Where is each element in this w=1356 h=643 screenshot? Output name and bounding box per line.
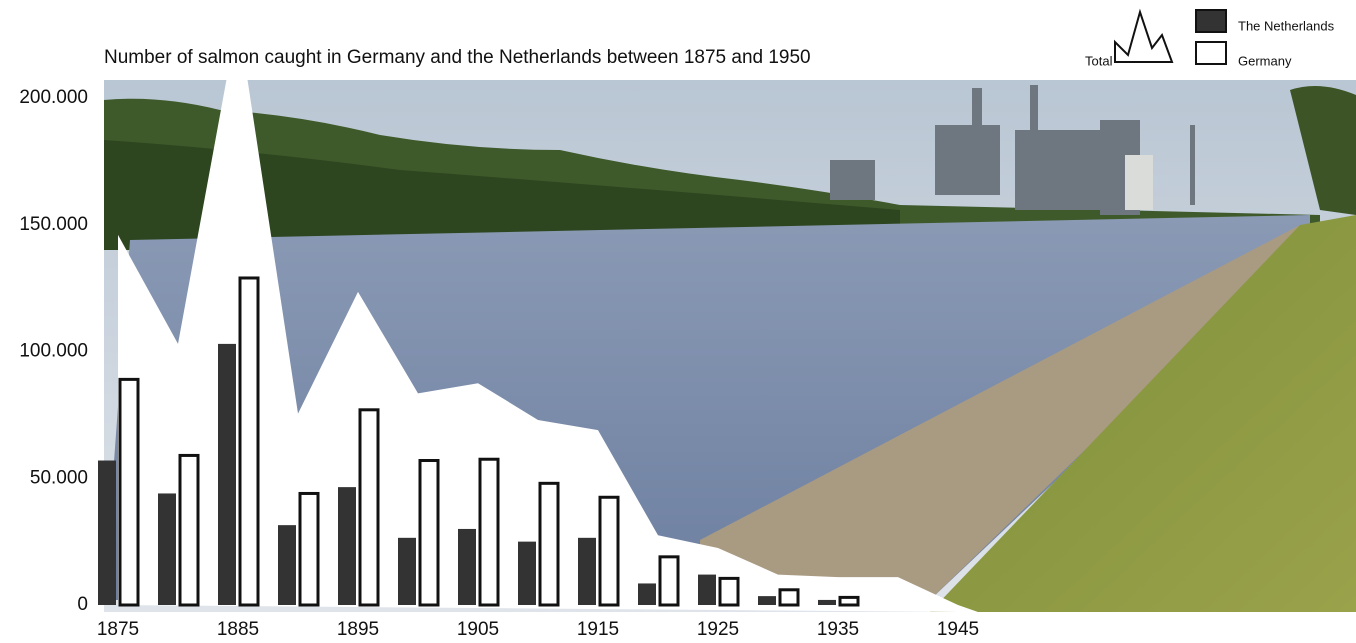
x-tick-label: 1895 bbox=[337, 619, 379, 640]
bar bbox=[780, 590, 798, 605]
y-tick-label: 200.000 bbox=[19, 87, 88, 108]
bar bbox=[458, 529, 476, 605]
legend-swatch bbox=[1196, 42, 1226, 64]
bar bbox=[480, 459, 498, 605]
y-tick-label: 0 bbox=[77, 594, 88, 615]
x-tick-label: 1925 bbox=[697, 619, 739, 640]
bar bbox=[338, 487, 356, 605]
bar bbox=[720, 578, 738, 605]
x-tick-label: 1905 bbox=[457, 619, 499, 640]
legend: Total The Netherlands Germany bbox=[1085, 10, 1335, 68]
bar bbox=[660, 557, 678, 605]
bar bbox=[300, 493, 318, 605]
bar bbox=[180, 455, 198, 605]
bar bbox=[240, 278, 258, 605]
bar bbox=[578, 538, 596, 605]
bar bbox=[360, 410, 378, 605]
legend-label: Total bbox=[1085, 53, 1113, 68]
bar bbox=[758, 596, 776, 605]
y-tick-label: 100.000 bbox=[19, 341, 88, 362]
bar bbox=[218, 344, 236, 605]
bar bbox=[818, 600, 836, 605]
legend-icon bbox=[1115, 12, 1172, 62]
bar bbox=[398, 538, 416, 605]
legend-label: The Netherlands bbox=[1238, 18, 1335, 33]
bar bbox=[420, 461, 438, 605]
chart: Number of salmon caught in Germany and t… bbox=[0, 0, 1356, 643]
bar bbox=[98, 461, 116, 605]
x-tick-label: 1915 bbox=[577, 619, 619, 640]
y-tick-label: 50.000 bbox=[30, 467, 88, 488]
bar bbox=[698, 575, 716, 605]
x-tick-label: 1945 bbox=[937, 619, 979, 640]
bar bbox=[600, 497, 618, 605]
bar bbox=[840, 597, 858, 605]
bar bbox=[278, 525, 296, 605]
x-tick-label: 1875 bbox=[97, 619, 139, 640]
y-tick-label: 150.000 bbox=[19, 214, 88, 235]
x-tick-label: 1935 bbox=[817, 619, 859, 640]
bar bbox=[518, 542, 536, 605]
x-tick-label: 1885 bbox=[217, 619, 259, 640]
bar bbox=[540, 483, 558, 605]
legend-label: Germany bbox=[1238, 53, 1292, 68]
legend-swatch bbox=[1196, 10, 1226, 32]
bar bbox=[158, 493, 176, 605]
bar bbox=[638, 583, 656, 605]
chart-title: Number of salmon caught in Germany and t… bbox=[104, 47, 811, 68]
bar bbox=[120, 379, 138, 605]
